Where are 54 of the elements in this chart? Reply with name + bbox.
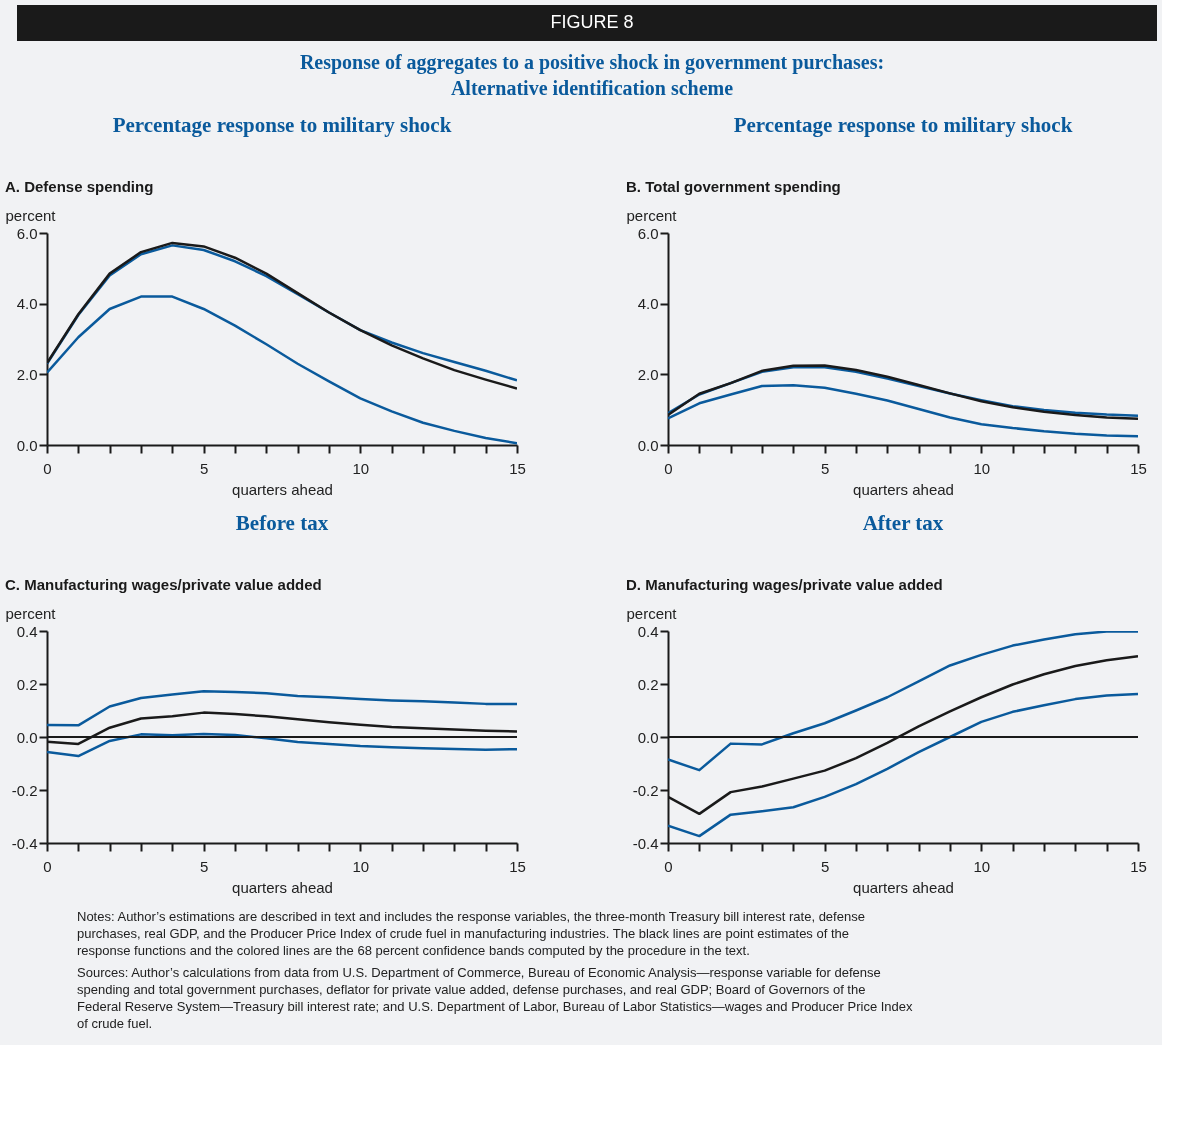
x-tick-label: 5 — [820, 459, 830, 477]
x-tick-label: 5 — [199, 857, 209, 875]
chart-title: Percentage response to military shock — [112, 113, 452, 137]
x-tick-label: 15 — [1130, 857, 1147, 875]
y-tick-label: -0.2 — [11, 781, 38, 799]
y-tick-label: 0.4 — [16, 622, 38, 640]
chart-subtitle: A. Defense spending — [5, 178, 154, 195]
x-tick-label: 10 — [973, 459, 991, 477]
y-tick-label: 2.0 — [637, 365, 659, 383]
chart-title: Before tax — [235, 511, 329, 535]
x-tick-label: 0 — [664, 459, 673, 477]
text: Notes: Author’s estimations are described in text and includes the response variables, the three-month Treasury bill interest rate, defense purchases, real GDP, and the Producer Price Index of crude fuel in manufacturing industries. The black lines are point estimates of the response functions and the colored lines are the 68 percent confidence bands computed by the procedure in the text. — [77, 909, 865, 958]
x-tick-label: 15 — [509, 857, 526, 875]
x-tick-label: 0 — [664, 857, 673, 875]
y-tick-label: 6.0 — [16, 224, 38, 242]
x-tick-label: 10 — [973, 857, 991, 875]
y-tick-label: 4.0 — [637, 295, 659, 313]
y-tick-label: 2.0 — [16, 365, 38, 383]
y-tick-label: 0.2 — [637, 675, 659, 693]
chart-title: Percentage response to military shock — [733, 113, 1073, 137]
x-axis-title: quarters ahead — [232, 480, 333, 498]
y-tick-label: 4.0 — [16, 295, 38, 313]
y-tick-label: 6.0 — [637, 224, 659, 242]
y-axis-title: percent — [626, 604, 678, 622]
x-axis-title: quarters ahead — [853, 480, 954, 498]
y-axis-title: percent — [626, 206, 678, 224]
x-tick-label: 10 — [352, 459, 370, 477]
y-tick-label: -0.4 — [632, 834, 659, 852]
x-tick-label: 0 — [43, 857, 52, 875]
text: Response of aggregates to a positive shock in government purchases: Alternative identification scheme — [299, 51, 885, 99]
y-tick-label: 0.0 — [637, 728, 659, 746]
y-tick-label: 0.4 — [637, 622, 659, 640]
y-tick-label: 0.0 — [16, 436, 38, 454]
source-note: Sources: Author’s calculations from data from U.S. Department of Commerce, Bureau of Economic Analysis—response variable for defense spending and total government purchases, deflator for private value added, defense purchases, and real GDP; Board of Governors of the Federal Reserve System—Treasury bill interest rate; and U.S. Department of Labor, Bureau of Labor Statistics—wages and Producer Price Index of crude fuel. — [77, 965, 914, 1031]
y-tick-label: -0.4 — [11, 834, 38, 852]
y-tick-label: -0.2 — [632, 781, 659, 799]
x-tick-label: 0 — [43, 459, 52, 477]
x-tick-label: 15 — [509, 459, 526, 477]
x-tick-label: 10 — [352, 857, 370, 875]
x-tick-label: 5 — [820, 857, 830, 875]
x-axis-title: quarters ahead — [853, 878, 954, 896]
x-tick-label: 15 — [1130, 459, 1147, 477]
y-tick-label: 0.0 — [16, 728, 38, 746]
chart-subtitle: C. Manufacturing wages/private value added — [5, 576, 322, 593]
y-tick-label: 0.0 — [637, 436, 659, 454]
chart-subtitle: D. Manufacturing wages/private value added — [626, 576, 943, 593]
caption: FIGURE 8 — [550, 12, 634, 32]
x-tick-label: 5 — [199, 459, 209, 477]
y-tick-label: 0.2 — [16, 675, 38, 693]
chart-subtitle: B. Total government spending — [626, 178, 841, 195]
y-axis-title: percent — [5, 206, 57, 224]
x-axis-title: quarters ahead — [232, 878, 333, 896]
y-axis-title: percent — [5, 604, 57, 622]
chart-title: After tax — [862, 511, 944, 535]
